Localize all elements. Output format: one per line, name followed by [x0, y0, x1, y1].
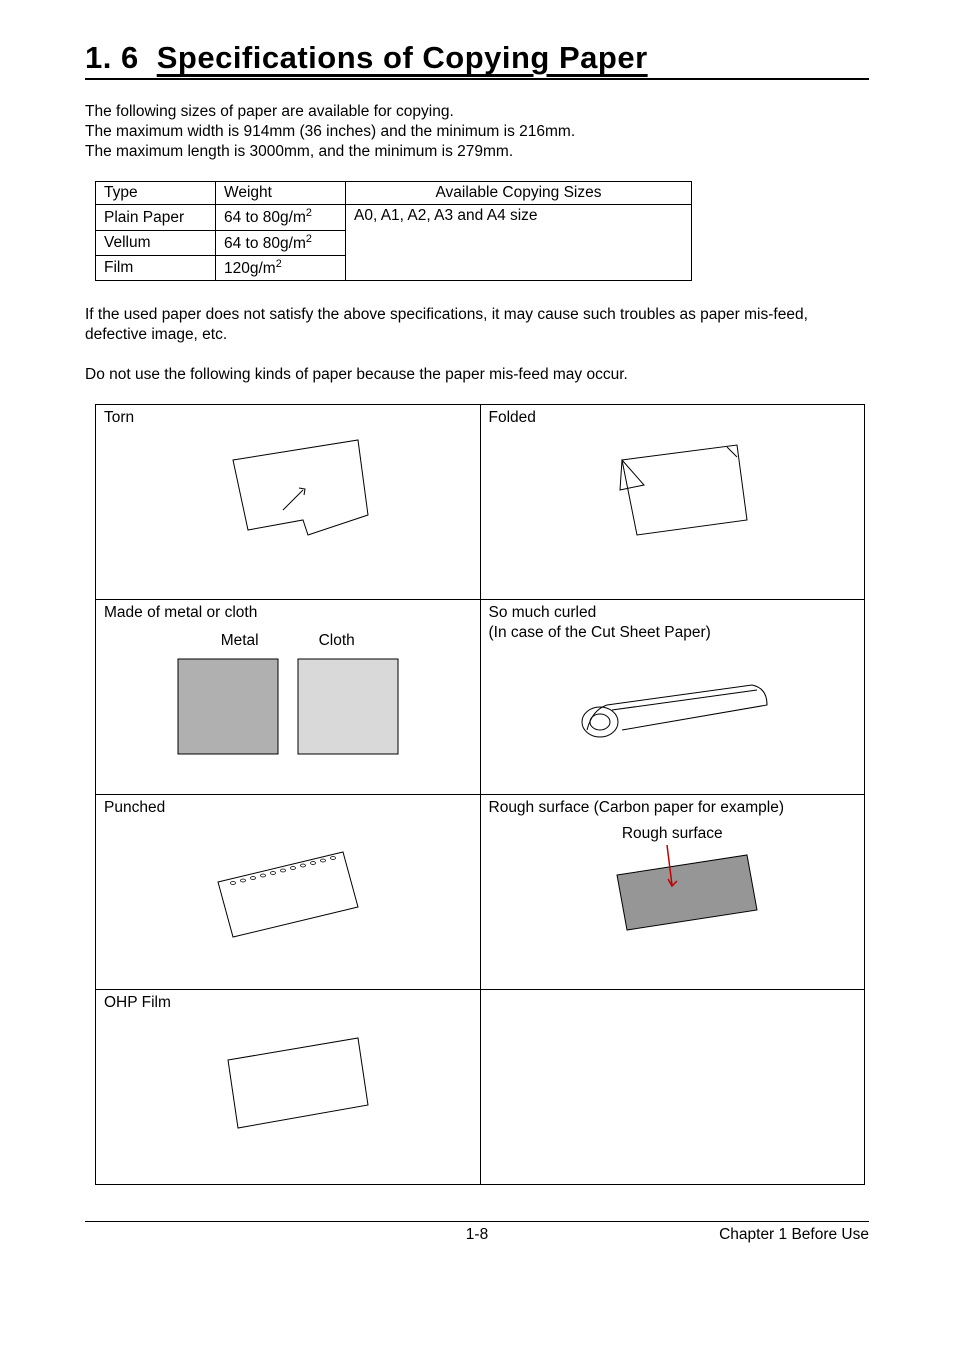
- torn-illustration: [104, 435, 472, 560]
- spec-cell-type: Film: [96, 255, 216, 280]
- spec-cell-sizes: A0, A1, A2, A3 and A4 size: [346, 205, 692, 280]
- ohp-illustration: [104, 1030, 472, 1145]
- spec-header-type: Type: [96, 182, 216, 205]
- cell-label: Rough surface (Carbon paper for example): [489, 799, 857, 817]
- spec-header-weight: Weight: [216, 182, 346, 205]
- cell-sublabel: (In case of the Cut Sheet Paper): [489, 624, 857, 642]
- heading-title: Specifications of Copying Paper: [157, 40, 648, 75]
- footer-page-number: 1-8: [466, 1226, 488, 1244]
- spec-cell-type: Plain Paper: [96, 205, 216, 230]
- footer-chapter: Chapter 1 Before Use: [719, 1226, 869, 1244]
- cell-label: OHP Film: [104, 994, 472, 1012]
- warning-2: Do not use the following kinds of paper …: [85, 365, 869, 385]
- weight-base: 120g/m: [224, 260, 276, 277]
- weight-base: 64 to 80g/m: [224, 235, 306, 252]
- cell-empty: [480, 990, 865, 1185]
- cell-label: Torn: [104, 409, 472, 427]
- weight-sup: 2: [306, 207, 312, 219]
- spec-cell-weight: 64 to 80g/m2: [216, 230, 346, 255]
- spec-table: Type Weight Available Copying Sizes Plai…: [95, 181, 692, 280]
- spec-cell-weight: 120g/m2: [216, 255, 346, 280]
- metal-label: Metal: [221, 632, 259, 650]
- heading-number: 1. 6: [85, 40, 139, 75]
- intro-line-3: The maximum length is 3000mm, and the mi…: [85, 143, 513, 160]
- cell-label: Made of metal or cloth: [104, 604, 472, 622]
- rough-illustration: [489, 845, 857, 950]
- section-heading: 1. 6 Specifications of Copying Paper: [85, 40, 869, 80]
- rough-sublabel: Rough surface: [489, 825, 857, 843]
- weight-sup: 2: [276, 258, 282, 270]
- intro-paragraph: The following sizes of paper are availab…: [85, 102, 869, 161]
- cell-curled: So much curled (In case of the Cut Sheet…: [480, 600, 865, 795]
- weight-sup: 2: [306, 233, 312, 245]
- document-page: 1. 6 Specifications of Copying Paper The …: [0, 0, 954, 1274]
- page-footer: 1-8 Chapter 1 Before Use: [85, 1221, 869, 1244]
- weight-base: 64 to 80g/m: [224, 210, 306, 227]
- material-sublabels: Metal Cloth: [104, 632, 472, 650]
- spec-header-sizes: Available Copying Sizes: [346, 182, 692, 205]
- cell-material: Made of metal or cloth Metal Cloth: [96, 600, 481, 795]
- cell-rough: Rough surface (Carbon paper for example)…: [480, 795, 865, 990]
- intro-line-1: The following sizes of paper are availab…: [85, 103, 454, 120]
- cell-punched: Punched: [96, 795, 481, 990]
- cell-torn: Torn: [96, 405, 481, 600]
- bad-paper-grid: Torn Folded: [95, 404, 865, 1185]
- spec-header-row: Type Weight Available Copying Sizes: [96, 182, 692, 205]
- cell-label: So much curled: [489, 604, 857, 622]
- material-illustration: [104, 654, 472, 769]
- curled-illustration: [489, 650, 857, 765]
- intro-line-2: The maximum width is 914mm (36 inches) a…: [85, 123, 575, 140]
- spec-row: Plain Paper 64 to 80g/m2 A0, A1, A2, A3 …: [96, 205, 692, 230]
- warning-1: If the used paper does not satisfy the a…: [85, 305, 869, 345]
- punched-illustration: [104, 847, 472, 952]
- cell-label: Folded: [489, 409, 857, 427]
- cloth-label: Cloth: [319, 632, 355, 650]
- spec-cell-type: Vellum: [96, 230, 216, 255]
- cell-folded: Folded: [480, 405, 865, 600]
- cell-label: Punched: [104, 799, 472, 817]
- folded-illustration: [489, 435, 857, 560]
- spec-cell-weight: 64 to 80g/m2: [216, 205, 346, 230]
- cell-ohp: OHP Film: [96, 990, 481, 1185]
